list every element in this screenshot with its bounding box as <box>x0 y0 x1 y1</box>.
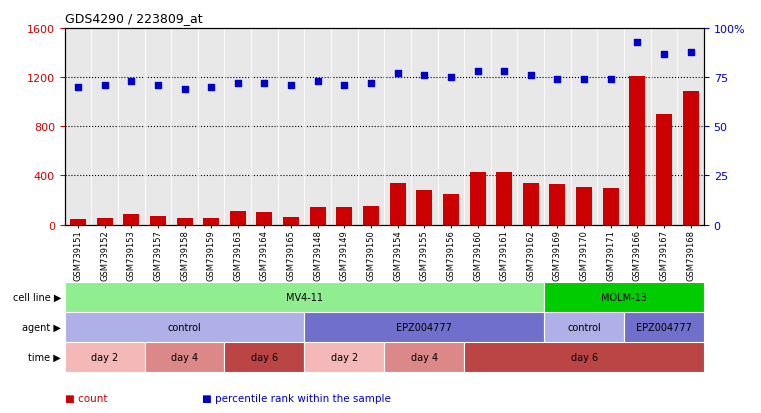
Text: day 6: day 6 <box>251 352 278 362</box>
Point <box>551 76 563 83</box>
Bar <box>150 216 166 225</box>
Point <box>658 51 670 58</box>
Bar <box>544 312 624 342</box>
Point <box>419 73 431 79</box>
Bar <box>656 115 672 225</box>
Point <box>338 83 350 89</box>
Bar <box>177 219 193 225</box>
Bar <box>523 183 539 225</box>
Text: MV4-11: MV4-11 <box>286 292 323 302</box>
Bar <box>629 77 645 225</box>
Point <box>72 84 84 91</box>
Text: day 2: day 2 <box>331 352 358 362</box>
Text: day 4: day 4 <box>411 352 438 362</box>
Point <box>151 83 164 89</box>
Point <box>578 76 590 83</box>
Point <box>471 69 484 75</box>
Bar <box>65 282 544 312</box>
Point <box>604 76 616 83</box>
Text: cell line ▶: cell line ▶ <box>12 292 61 302</box>
Text: day 6: day 6 <box>571 352 597 362</box>
Bar <box>443 195 459 225</box>
Point <box>285 83 297 89</box>
Bar <box>549 185 565 225</box>
Bar <box>496 172 512 225</box>
Point <box>365 81 377 87</box>
Bar <box>65 312 304 342</box>
Bar <box>416 190 432 225</box>
Text: ■ percentile rank within the sample: ■ percentile rank within the sample <box>202 393 390 403</box>
Bar <box>683 91 699 225</box>
Point <box>231 81 244 87</box>
Text: day 4: day 4 <box>171 352 198 362</box>
Bar <box>390 183 406 225</box>
Bar <box>544 282 704 312</box>
Point <box>631 39 643 46</box>
Text: EPZ004777: EPZ004777 <box>396 322 452 332</box>
Bar <box>624 312 704 342</box>
Point <box>498 69 510 75</box>
Point <box>684 49 696 56</box>
Point <box>391 71 403 77</box>
Point <box>444 75 457 81</box>
Point <box>98 83 111 89</box>
Bar <box>310 207 326 225</box>
Bar <box>576 188 592 225</box>
Bar <box>123 214 139 225</box>
Text: control: control <box>167 322 202 332</box>
Bar <box>304 312 544 342</box>
Bar <box>224 342 304 372</box>
Bar <box>70 220 86 225</box>
Point <box>205 84 218 91</box>
Point <box>258 81 271 87</box>
Bar <box>603 188 619 225</box>
Bar <box>470 172 486 225</box>
Bar <box>230 211 246 225</box>
Bar <box>363 206 379 225</box>
Bar <box>304 342 384 372</box>
Bar <box>283 218 299 225</box>
Text: GDS4290 / 223809_at: GDS4290 / 223809_at <box>65 12 202 25</box>
Point <box>524 73 537 79</box>
Bar <box>384 342 464 372</box>
Text: MOLM-13: MOLM-13 <box>601 292 647 302</box>
Bar <box>97 218 113 225</box>
Bar <box>256 213 272 225</box>
Text: ■ count: ■ count <box>65 393 107 403</box>
Bar <box>145 342 224 372</box>
Text: day 2: day 2 <box>91 352 118 362</box>
Text: control: control <box>567 322 601 332</box>
Point <box>312 78 324 85</box>
Text: agent ▶: agent ▶ <box>22 322 61 332</box>
Bar <box>464 342 704 372</box>
Bar <box>65 342 145 372</box>
Point <box>125 78 137 85</box>
Text: time ▶: time ▶ <box>28 352 61 362</box>
Text: EPZ004777: EPZ004777 <box>636 322 692 332</box>
Bar <box>203 218 219 225</box>
Bar <box>336 208 352 225</box>
Point <box>178 86 190 93</box>
